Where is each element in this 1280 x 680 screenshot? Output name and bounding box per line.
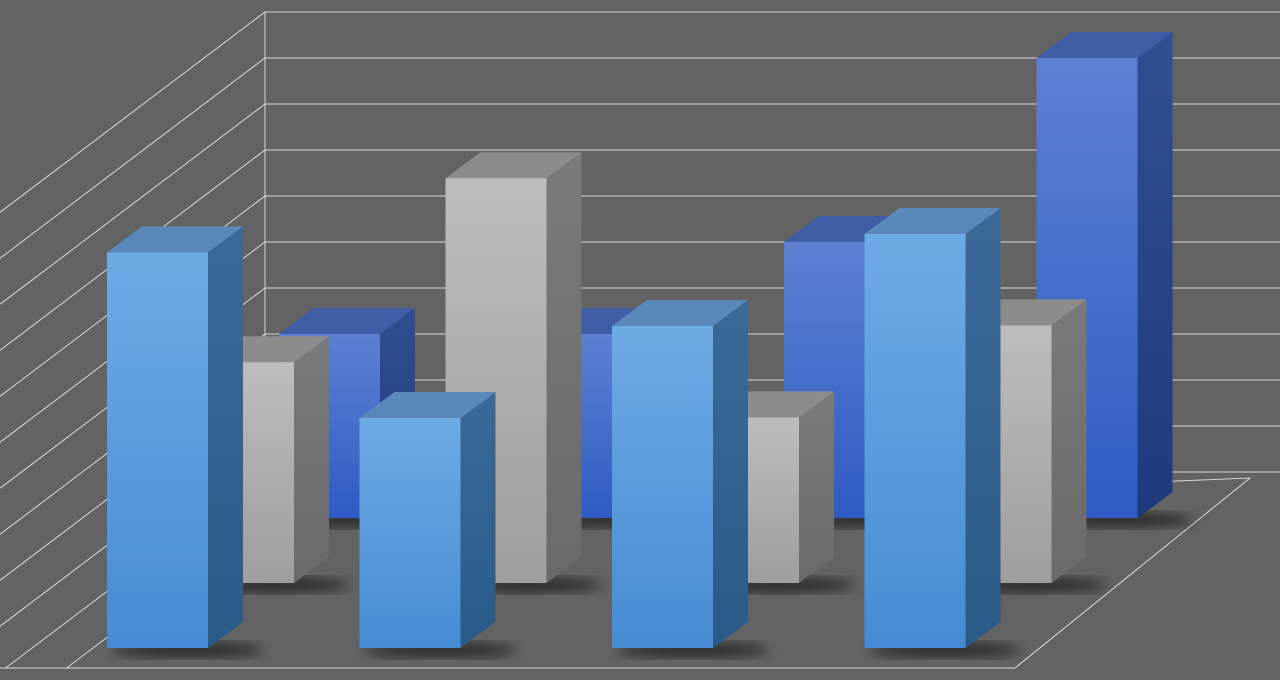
- bar-top: [445, 152, 582, 179]
- bar-top: [279, 308, 415, 334]
- bar-side: [294, 336, 329, 583]
- bar-side: [460, 392, 496, 648]
- bar-side: [546, 152, 582, 583]
- bar-side: [1051, 299, 1087, 583]
- bar-side: [713, 300, 748, 648]
- bar-middle-1: [193, 336, 350, 593]
- bar-top: [1036, 32, 1173, 58]
- bar-front-face: [864, 234, 966, 648]
- bar-middle-2: [445, 152, 602, 593]
- bar-front-2: [359, 392, 516, 658]
- bar-front-4: [864, 208, 1021, 658]
- bar-side: [965, 208, 1001, 648]
- bar-side: [799, 391, 834, 583]
- gridline-side-wall: [0, 103, 266, 305]
- bars: [107, 32, 1193, 658]
- bar-front-1: [107, 226, 264, 658]
- gridline-side-wall: [0, 57, 266, 259]
- gridline-side-wall: [0, 11, 266, 213]
- bar-front-face: [359, 418, 461, 648]
- bar-top: [107, 226, 243, 253]
- bar-side: [1137, 32, 1173, 518]
- bar-front-3: [612, 300, 769, 658]
- bar-front-face: [107, 252, 208, 648]
- bar-top: [612, 300, 748, 326]
- bar-side: [208, 226, 243, 648]
- bar-front-face: [612, 326, 713, 648]
- bar-top: [359, 392, 496, 418]
- bar-top: [864, 208, 1001, 234]
